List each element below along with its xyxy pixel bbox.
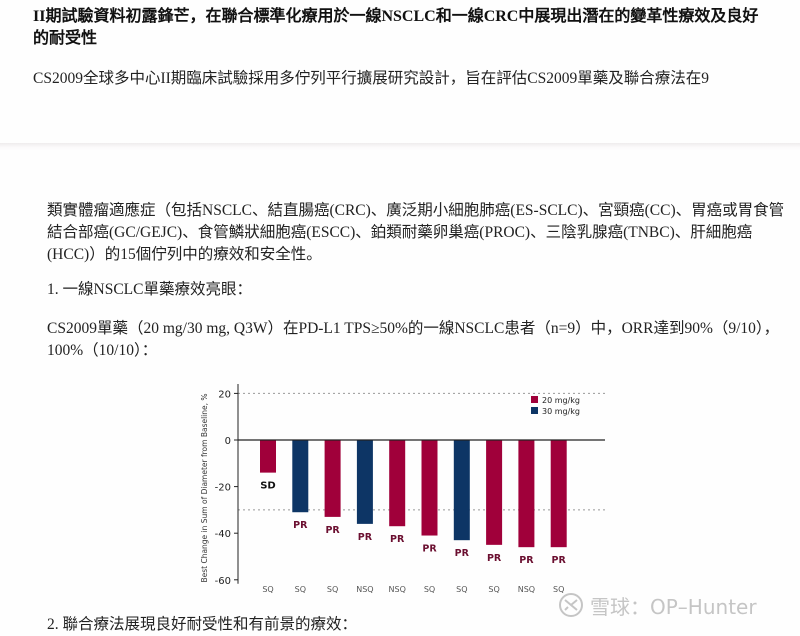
y-tick-label: 20 xyxy=(218,389,231,400)
x-category-label: NSQ xyxy=(518,585,535,594)
x-category-label: SQ xyxy=(553,585,564,594)
response-label: PR xyxy=(325,525,340,536)
section-1-heading: 1. 一線NSCLC單藥療效亮眼： xyxy=(47,281,252,298)
response-label: PR xyxy=(293,520,308,531)
bar xyxy=(453,440,470,541)
y-tick-label: -40 xyxy=(215,529,231,540)
bar xyxy=(421,440,438,536)
waterfall-chart: Best Change in Sum of Diameter from Base… xyxy=(195,378,615,600)
legend-label: 30 mg/kg xyxy=(542,407,580,416)
bar xyxy=(486,440,503,545)
intro-paragraph: CS2009全球多中心II期臨床試驗採用多佇列平行擴展研究設計，旨在評估CS20… xyxy=(33,70,709,87)
bar xyxy=(518,440,535,548)
indications-paragraph: 類實體瘤適應症（包括NSCLC、結直腸癌(CRC)、廣泛期小細胞肺癌(ES-SC… xyxy=(47,202,785,263)
response-label: PR xyxy=(422,544,437,555)
bar xyxy=(260,440,276,473)
response-label: PR xyxy=(455,548,470,559)
snowball-logo-icon xyxy=(559,593,583,617)
bar xyxy=(550,440,567,548)
y-axis-label: Best Change in Sum of Diameter from Base… xyxy=(200,393,209,582)
bar xyxy=(292,440,309,513)
x-category-label: SQ xyxy=(456,585,467,594)
x-category-label: SQ xyxy=(488,585,499,594)
watermark: 雪球：OP–Hunter xyxy=(558,590,757,620)
response-label: SD xyxy=(260,481,276,492)
y-tick-label: 0 xyxy=(225,436,231,447)
y-tick-label: -20 xyxy=(215,483,231,494)
waterfall-chart-svg: Best Change in Sum of Diameter from Base… xyxy=(200,384,605,594)
section-divider xyxy=(0,143,800,151)
watermark-text: 雪球：OP–Hunter xyxy=(590,594,757,619)
article-headline: II期試驗資料初露鋒芒，在聯合標準化療用於一線NSCLC和一線CRC中展現出潛在… xyxy=(33,8,759,47)
bar xyxy=(356,440,373,524)
y-tick-label: -60 xyxy=(215,576,231,587)
x-category-label: SQ xyxy=(327,585,338,594)
x-category-label: SQ xyxy=(262,585,273,594)
response-label: PR xyxy=(487,553,502,564)
response-label: PR xyxy=(358,532,373,543)
response-label: PR xyxy=(519,555,534,566)
x-category-label: SQ xyxy=(295,585,306,594)
x-category-label: SQ xyxy=(424,585,435,594)
x-category-label: NSQ xyxy=(356,585,373,594)
nsclc-results-paragraph: CS2009單藥（20 mg/30 mg, Q3W）在PD-L1 TPS≥50%… xyxy=(47,320,780,359)
legend-label: 20 mg/kg xyxy=(542,396,580,405)
response-label: PR xyxy=(390,534,405,545)
x-category-label: NSQ xyxy=(389,585,406,594)
bar xyxy=(389,440,406,527)
article-header-section: II期試驗資料初露鋒芒，在聯合標準化療用於一線NSCLC和一線CRC中展現出潛在… xyxy=(0,0,800,143)
response-label: PR xyxy=(552,555,567,566)
bar xyxy=(324,440,341,517)
